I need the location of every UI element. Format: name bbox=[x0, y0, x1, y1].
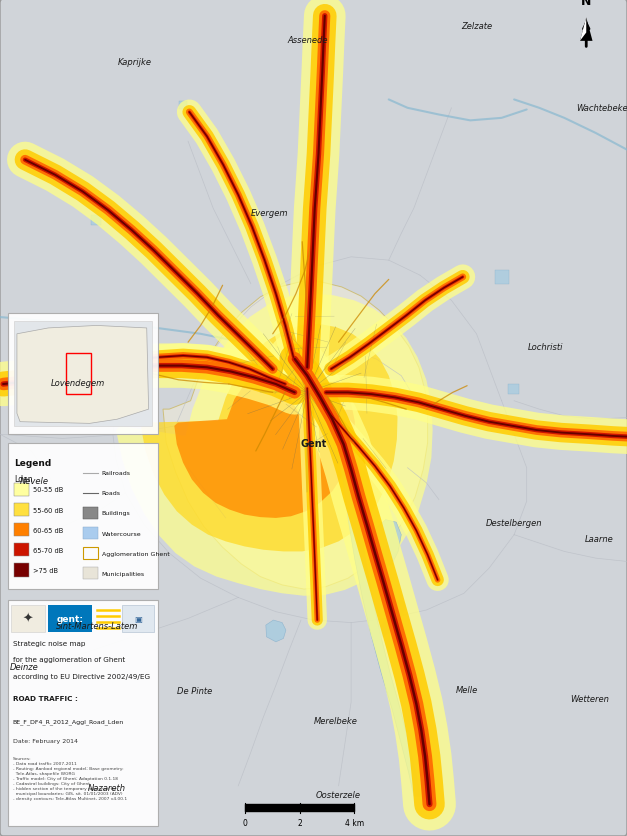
Bar bbox=[11, 605, 45, 632]
Polygon shape bbox=[174, 358, 355, 518]
Text: Municipalities: Municipalities bbox=[102, 571, 145, 576]
Bar bbox=[66, 353, 91, 395]
Bar bbox=[83, 568, 98, 579]
Bar bbox=[14, 503, 29, 517]
Text: ✦: ✦ bbox=[23, 612, 33, 625]
Text: Lden: Lden bbox=[14, 475, 33, 484]
Text: Legend: Legend bbox=[14, 458, 51, 467]
Text: 65-70 dB: 65-70 dB bbox=[33, 547, 63, 553]
Text: ▣: ▣ bbox=[134, 614, 142, 623]
Polygon shape bbox=[495, 271, 509, 284]
Polygon shape bbox=[266, 620, 286, 642]
Polygon shape bbox=[339, 451, 420, 796]
Polygon shape bbox=[163, 283, 428, 589]
Text: Railroads: Railroads bbox=[102, 471, 130, 476]
Text: Wetteren: Wetteren bbox=[570, 695, 609, 703]
Text: Lochristi: Lochristi bbox=[528, 343, 563, 351]
Bar bbox=[14, 563, 29, 577]
Text: Evergem: Evergem bbox=[251, 209, 288, 217]
Polygon shape bbox=[141, 324, 398, 552]
FancyBboxPatch shape bbox=[8, 443, 158, 589]
Text: Assenede: Assenede bbox=[287, 36, 327, 44]
Text: 2: 2 bbox=[297, 818, 302, 827]
FancyBboxPatch shape bbox=[8, 600, 158, 826]
Bar bbox=[83, 548, 98, 559]
Bar bbox=[14, 523, 29, 537]
Text: Destelbergen: Destelbergen bbox=[486, 518, 542, 527]
Text: Merelbeke: Merelbeke bbox=[314, 716, 357, 725]
FancyBboxPatch shape bbox=[8, 314, 158, 435]
Polygon shape bbox=[371, 520, 401, 568]
Text: Wachtebeke: Wachtebeke bbox=[576, 104, 627, 113]
Bar bbox=[14, 543, 29, 557]
Polygon shape bbox=[17, 326, 149, 424]
Text: Deinze: Deinze bbox=[9, 663, 38, 671]
Polygon shape bbox=[116, 294, 433, 596]
Bar bbox=[83, 507, 98, 519]
Text: according to EU Directive 2002/49/EG: according to EU Directive 2002/49/EG bbox=[13, 673, 150, 679]
Text: 0: 0 bbox=[242, 818, 247, 827]
Text: Date: February 2014: Date: February 2014 bbox=[13, 738, 78, 743]
Polygon shape bbox=[580, 18, 586, 42]
Text: Laarne: Laarne bbox=[584, 535, 613, 543]
Text: BE_F_DF4_R_2012_Aggl_Road_Lden: BE_F_DF4_R_2012_Aggl_Road_Lden bbox=[13, 718, 124, 724]
Text: Melle: Melle bbox=[456, 686, 478, 694]
Text: Kaprijke: Kaprijke bbox=[118, 59, 152, 67]
Text: gent:: gent: bbox=[56, 614, 84, 623]
Polygon shape bbox=[508, 385, 519, 395]
Text: Strategic noise map: Strategic noise map bbox=[13, 640, 85, 646]
Text: 50-55 dB: 50-55 dB bbox=[33, 487, 63, 493]
Text: 60-65 dB: 60-65 dB bbox=[33, 527, 63, 533]
Text: 55-60 dB: 55-60 dB bbox=[33, 507, 63, 513]
Text: De Pinte: De Pinte bbox=[177, 686, 212, 695]
Text: Sources:
- Data road traffic 2007-2011
- Routing: Aanbod regional model; Base ge: Sources: - Data road traffic 2007-2011 -… bbox=[13, 757, 127, 801]
Text: N: N bbox=[581, 0, 591, 8]
Bar bbox=[83, 528, 98, 539]
Polygon shape bbox=[179, 102, 187, 110]
Bar bbox=[14, 483, 29, 497]
Text: Gent: Gent bbox=[300, 438, 327, 448]
Text: Roads: Roads bbox=[102, 491, 120, 496]
Text: for the agglomeration of Ghent: for the agglomeration of Ghent bbox=[13, 656, 125, 663]
Polygon shape bbox=[580, 18, 593, 42]
Text: ROAD TRAFFIC :: ROAD TRAFFIC : bbox=[13, 696, 77, 701]
Bar bbox=[14, 322, 152, 426]
Text: Zelzate: Zelzate bbox=[461, 23, 492, 31]
Text: >75 dB: >75 dB bbox=[33, 567, 58, 573]
Text: Agglomeration Ghent: Agglomeration Ghent bbox=[102, 551, 169, 556]
Text: 4 km: 4 km bbox=[345, 818, 364, 827]
Text: Nevele: Nevele bbox=[20, 477, 49, 485]
Polygon shape bbox=[91, 216, 101, 226]
Text: Lovendegem: Lovendegem bbox=[51, 379, 105, 387]
Text: Watercourse: Watercourse bbox=[102, 531, 141, 536]
Text: Buildings: Buildings bbox=[102, 511, 130, 516]
Text: Nazareth: Nazareth bbox=[88, 783, 125, 792]
Bar bbox=[122, 605, 154, 632]
Text: Oosterzele: Oosterzele bbox=[316, 790, 361, 798]
Text: Sint-Martens-Latem: Sint-Martens-Latem bbox=[56, 621, 139, 630]
Bar bbox=[48, 605, 92, 632]
